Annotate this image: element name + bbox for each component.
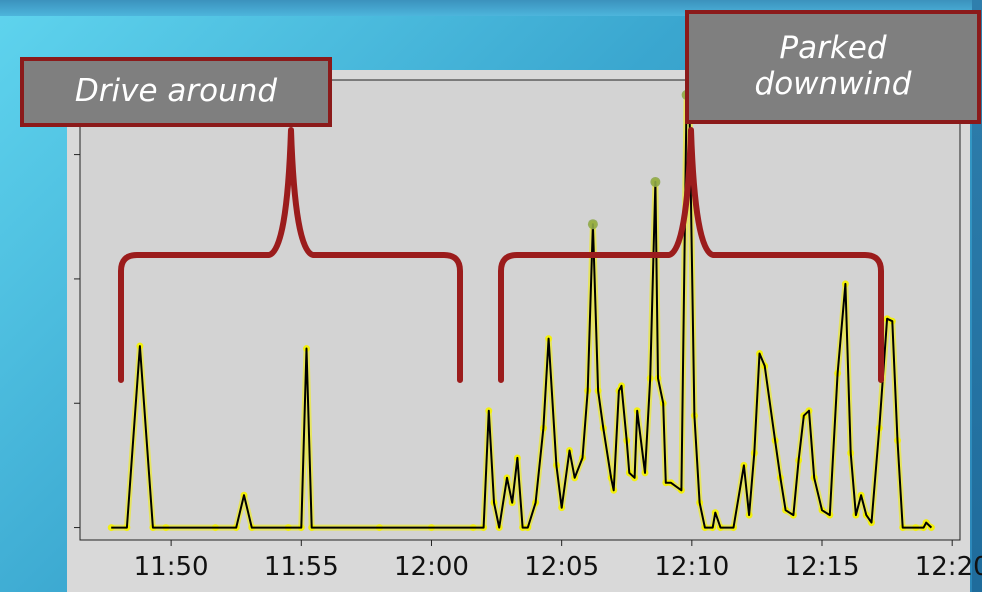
x-tick-label: 12:00 xyxy=(394,552,469,582)
series-layer xyxy=(107,86,935,532)
x-tick-label: 12:20 xyxy=(915,552,982,582)
x-tick-label: 11:55 xyxy=(264,552,339,582)
peak-marker xyxy=(650,176,661,187)
parked-downwind-label: Parked downwind xyxy=(685,10,981,124)
peak-marker xyxy=(587,219,598,230)
drive-around-bracket xyxy=(118,127,463,383)
parked-downwind-bracket xyxy=(498,127,884,383)
axis-ticks: 11:50 11:55 12:00 12:05 12:10 12:15 12:20 xyxy=(74,154,982,582)
x-tick-label: 12:10 xyxy=(654,552,729,582)
x-tick-label: 11:50 xyxy=(134,552,209,582)
series-line xyxy=(111,88,933,529)
brackets-layer xyxy=(118,127,884,383)
x-tick-label: 12:05 xyxy=(524,552,599,582)
x-tick-label: 12:15 xyxy=(785,552,860,582)
slide-right-stripe xyxy=(972,0,982,592)
drive-around-label: Drive around xyxy=(20,57,332,127)
